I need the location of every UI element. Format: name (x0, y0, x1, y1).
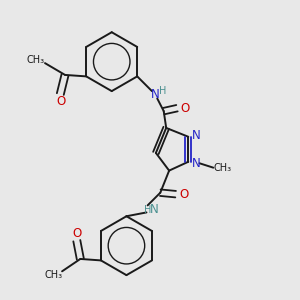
Text: CH₃: CH₃ (214, 163, 232, 173)
Text: CH₃: CH₃ (44, 270, 62, 280)
Text: N: N (150, 203, 159, 216)
Text: H: H (159, 85, 166, 95)
Text: N: N (151, 88, 159, 100)
Text: N: N (192, 129, 201, 142)
Text: H: H (144, 205, 151, 215)
Text: N: N (192, 157, 201, 170)
Text: O: O (57, 95, 66, 108)
Text: O: O (73, 227, 82, 240)
Text: CH₃: CH₃ (26, 55, 45, 64)
Text: O: O (181, 102, 190, 115)
Text: O: O (179, 188, 188, 201)
